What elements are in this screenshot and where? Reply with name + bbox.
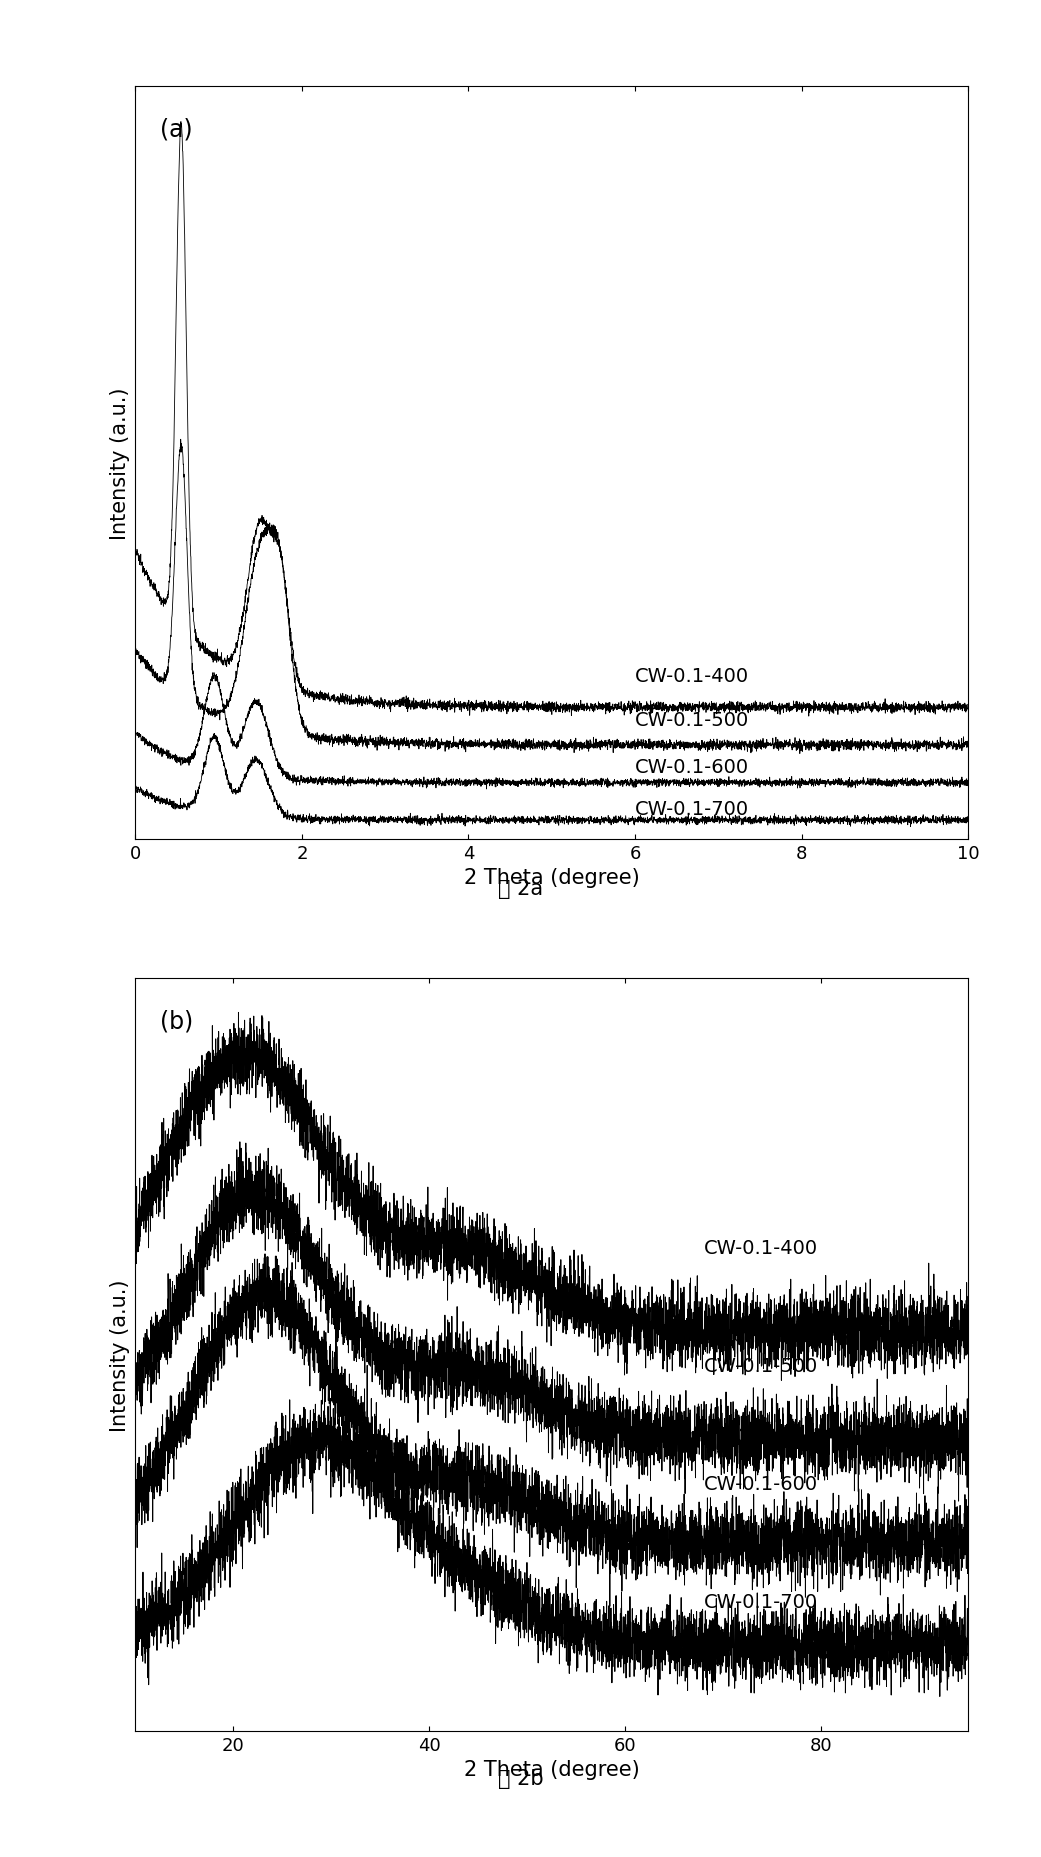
Y-axis label: Intensity (a.u.): Intensity (a.u.) [109, 1278, 130, 1432]
Text: CW-0.1-700: CW-0.1-700 [635, 800, 750, 819]
Text: CW-0.1-600: CW-0.1-600 [704, 1474, 818, 1493]
Text: 图 2a: 图 2a [498, 878, 543, 899]
Text: 图 2b: 图 2b [498, 1768, 543, 1788]
Text: CW-0.1-500: CW-0.1-500 [704, 1356, 818, 1376]
Text: CW-0.1-700: CW-0.1-700 [704, 1591, 818, 1610]
Text: CW-0.1-500: CW-0.1-500 [635, 711, 750, 730]
Text: (b): (b) [160, 1008, 194, 1032]
X-axis label: 2 Theta (degree): 2 Theta (degree) [464, 1759, 639, 1779]
Text: CW-0.1-400: CW-0.1-400 [704, 1239, 818, 1257]
X-axis label: 2 Theta (degree): 2 Theta (degree) [464, 867, 639, 888]
Y-axis label: Intensity (a.u.): Intensity (a.u.) [109, 386, 130, 540]
Text: CW-0.1-600: CW-0.1-600 [635, 758, 750, 776]
Text: (a): (a) [160, 117, 193, 141]
Text: CW-0.1-400: CW-0.1-400 [635, 667, 750, 685]
